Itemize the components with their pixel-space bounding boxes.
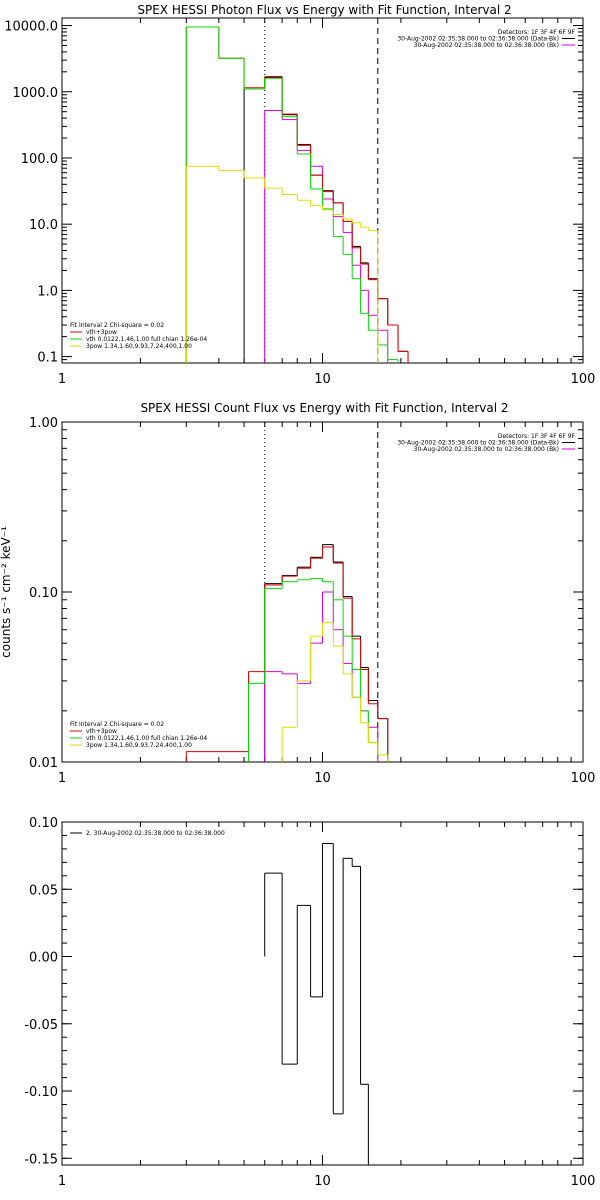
detectors-label: Detectors: 1F 3F 4F 6F 9F	[498, 433, 576, 440]
series-3pow	[185, 165, 379, 363]
y-tick-label: 0.10	[29, 816, 58, 831]
fit-interval-label: Fit Interval 2 Chi-square = 0.02	[70, 721, 164, 728]
series-data-bk	[264, 544, 389, 762]
time-interval-label: 30-Aug-2002 02:35:38.000 to 02:36:38.000…	[397, 440, 559, 447]
chart-panel-2: SPEX HESSI Count Flux vs Energy with Fit…	[0, 401, 595, 786]
x-tick-label: 10	[314, 372, 331, 387]
chart-panel-3: 1 10 100 0.10 0.05 0.00 -0.05 -0.10 -0.15 2. 30-A…	[24, 816, 595, 1189]
y-tick-label: 10000.0	[4, 20, 58, 35]
legend-entry: vth+3pow	[86, 329, 117, 336]
series-bk	[264, 110, 389, 363]
y-tick-label: 10.0	[29, 218, 58, 233]
fit-interval-label: Fit Interval 2 Chi-square = 0.02	[70, 322, 164, 329]
x-tick-label: 1	[58, 1174, 66, 1189]
legend-entry: 2. 30-Aug-2002 02:35:38.000 to 02:36:38.…	[86, 830, 225, 837]
series-data-bk	[243, 76, 409, 363]
x-tick-label: 10	[314, 1174, 331, 1189]
x-tick-label: 1	[58, 372, 66, 387]
series-group	[185, 26, 409, 363]
y-tick-label: 100.0	[21, 152, 58, 167]
series-vth-3pow	[185, 546, 389, 762]
y-tick-label: -0.05	[24, 1018, 58, 1033]
y-tick-label: 1000.0	[13, 86, 59, 101]
y-tick-label: -0.15	[24, 1152, 58, 1167]
y-axis-label: counts s⁻¹ cm⁻² keV⁻¹	[0, 526, 13, 658]
legend-entry: 3pow 1.34,1.60,9.93,7.24,400,1.00	[86, 343, 192, 350]
time-interval-label: 30-Aug-2002 02:35:38.000 to 02:36:38.000…	[397, 36, 559, 43]
series-vth	[248, 578, 389, 762]
chart-title: SPEX HESSI Count Flux vs Energy with Fit…	[140, 401, 508, 415]
series-2-30-aug-2002-02-35-38-000-to-02-36-38-000	[264, 843, 369, 1165]
legend-entry: vth 0.0122,1.46,1.00 full chian 1.26e-04	[86, 735, 207, 742]
y-tick-label: 1.00	[29, 416, 58, 431]
series-3pow	[281, 622, 389, 762]
x-tick-label: 10	[314, 771, 331, 786]
x-tick-label: 100	[571, 372, 596, 387]
x-tick-label: 100	[571, 771, 596, 786]
legend-entry: vth 0.0122,1.46,1.00 full chian 1.26e-04	[86, 336, 207, 343]
chart-title: SPEX HESSI Photon Flux vs Energy with Fi…	[137, 3, 511, 17]
time-interval-label: 30-Aug-2002 02:35:38.000 to 02:36:38.000…	[414, 42, 559, 49]
y-tick-label: 0.1	[37, 351, 58, 366]
y-tick-label: 0.00	[29, 951, 58, 966]
chart-panel-1: SPEX HESSI Photon Flux vs Energy with Fi…	[4, 3, 595, 387]
legend-entry: 3pow 1.34,1.60,9.93,7.24,400,1.00	[86, 742, 192, 749]
x-tick-label: 1	[58, 771, 66, 786]
y-tick-label: 1.0	[37, 284, 58, 299]
y-tick-label: 0.01	[29, 756, 58, 771]
y-tick-label: -0.10	[24, 1085, 58, 1100]
time-interval-label: 30-Aug-2002 02:35:38.000 to 02:36:38.000…	[414, 446, 559, 453]
series-group	[185, 544, 389, 762]
legend-entry: vth+3pow	[86, 728, 117, 735]
y-tick-label: 0.05	[29, 883, 58, 898]
detectors-label: Detectors: 1F 3F 4F 6F 9F	[498, 29, 576, 36]
series-group	[264, 843, 369, 1165]
x-tick-label: 100	[571, 1174, 596, 1189]
y-tick-label: 0.10	[29, 586, 58, 601]
